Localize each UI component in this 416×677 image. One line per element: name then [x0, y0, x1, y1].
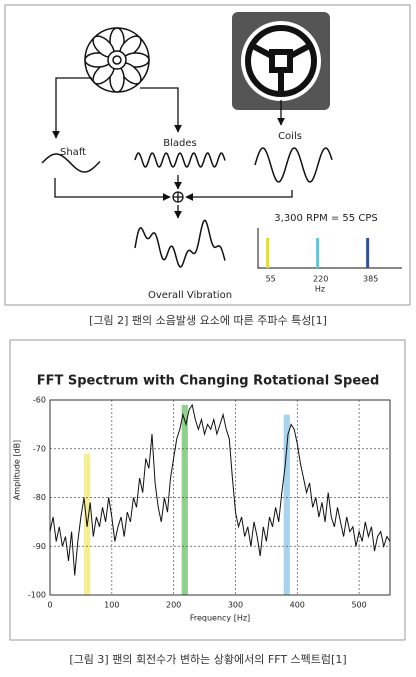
y-tick-label: -80 [33, 493, 46, 502]
y-tick-label: -70 [33, 444, 46, 453]
spectrum-bar [316, 238, 320, 268]
highlight-band [181, 404, 188, 595]
spectrum-tick-label: 55 [266, 275, 276, 284]
spectrum-tick-label: 385 [363, 275, 378, 284]
x-axis-label: Frequency [Hz] [190, 614, 250, 623]
spectrum-line [49, 403, 391, 576]
coils-label: Coils [278, 131, 302, 142]
x-tick-label: 300 [228, 601, 243, 610]
spectrum-axis [257, 228, 402, 269]
plot-frame [49, 399, 391, 596]
overall-wave [134, 219, 226, 268]
caption: [그림 3] 팬의 회전수가 변하는 상황에서의 FFT 스펙트럼[1] [69, 652, 346, 666]
x-tick-label: 0 [47, 601, 52, 610]
spectrum-tick-label: 220 [313, 275, 328, 284]
coils-wave [254, 147, 333, 183]
x-tick-label: 200 [166, 601, 181, 610]
spectrum-bar [266, 238, 270, 268]
figure-frame [4, 4, 411, 306]
highlight-band [283, 414, 290, 595]
y-tick-label: -90 [33, 542, 46, 551]
y-tick-label: -100 [28, 591, 46, 600]
x-tick-label: 100 [104, 601, 119, 610]
y-tick-label: -60 [33, 396, 46, 405]
x-tick-label: 500 [351, 601, 366, 610]
y-axis-label: Amplitude [dB] [13, 440, 22, 500]
blades-label: Blades [163, 138, 196, 149]
figure-frame [9, 339, 406, 641]
arrows [52, 77, 293, 219]
rpm-label: 3,300 RPM = 55 CPS [274, 213, 377, 224]
blades-wave [134, 152, 226, 168]
fan-icon [84, 27, 150, 93]
spectrum-axis-label: Hz [315, 285, 325, 294]
chart-title: FFT Spectrum with Changing Rotational Sp… [37, 374, 380, 389]
motor-icon [232, 12, 330, 110]
shaft-label: Shaft [60, 147, 86, 158]
overall-label: Overall Vibration [148, 290, 232, 301]
shaft-wave [41, 153, 101, 173]
x-tick-label: 400 [290, 601, 305, 610]
caption: [그림 2] 팬의 소음발생 요소에 따른 주파수 특성[1] [89, 314, 327, 327]
spectrum-bar [366, 238, 370, 268]
